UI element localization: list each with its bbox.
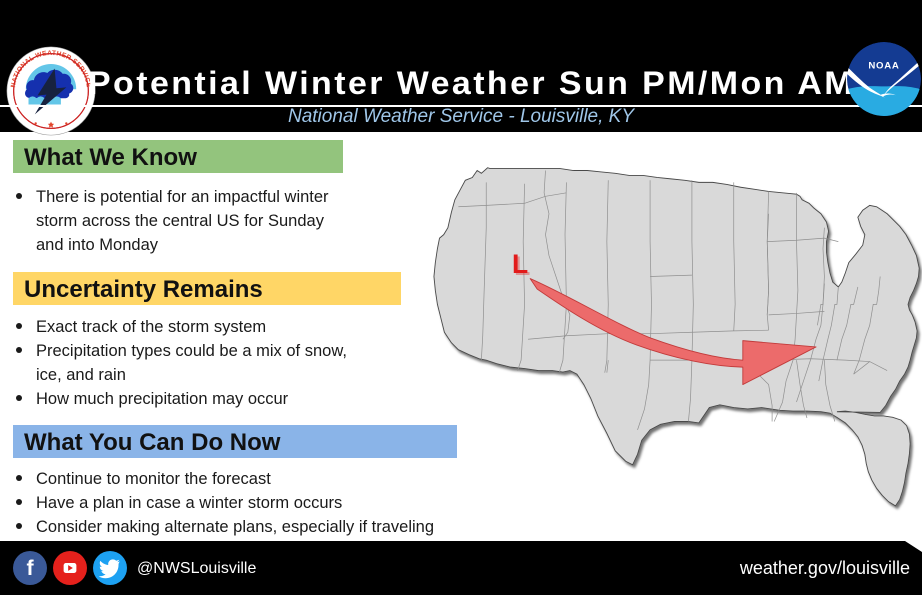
svg-text:L: L bbox=[512, 249, 528, 279]
svg-text:NOAA: NOAA bbox=[868, 61, 899, 72]
svg-text:f: f bbox=[26, 556, 34, 580]
